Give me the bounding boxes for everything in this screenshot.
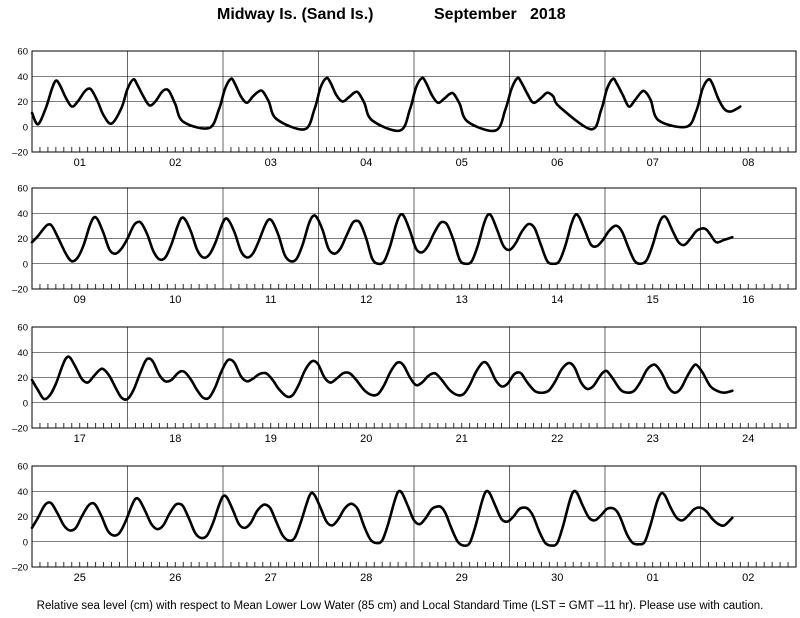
day-label: 14 — [551, 294, 563, 306]
day-label: 02 — [169, 157, 181, 169]
y-tick-label: 60 — [17, 184, 28, 195]
day-label: 10 — [169, 294, 181, 306]
station-title: Midway Is. (Sand Is.) — [217, 6, 374, 23]
day-label: 01 — [647, 572, 659, 584]
y-tick-label: 40 — [17, 209, 28, 220]
y-tick-label: 60 — [17, 47, 28, 58]
day-label: 28 — [360, 572, 372, 584]
day-label: 04 — [360, 157, 372, 169]
day-label: 25 — [74, 572, 86, 584]
day-label: 12 — [360, 294, 372, 306]
tide-series-line — [30, 489, 734, 548]
y-tick-label: 20 — [17, 234, 28, 245]
y-tick-label: 20 — [17, 512, 28, 523]
day-label: 03 — [265, 157, 277, 169]
day-label: 06 — [551, 157, 563, 169]
day-label: 01 — [74, 157, 86, 169]
day-label: 29 — [456, 572, 468, 584]
y-tick-label: 40 — [17, 487, 28, 498]
footer-note: Relative sea level (cm) with respect to … — [36, 600, 764, 612]
day-label: 22 — [551, 433, 563, 445]
tide-series-line — [30, 76, 742, 133]
day-label: 02 — [742, 572, 754, 584]
day-label: 30 — [551, 572, 563, 584]
y-tick-label: –20 — [12, 285, 28, 296]
y-tick-label: 40 — [17, 348, 28, 359]
day-label: 08 — [742, 157, 754, 169]
day-label: 27 — [265, 572, 277, 584]
y-tick-label: 60 — [17, 462, 28, 473]
y-tick-label: 60 — [17, 323, 28, 334]
y-tick-label: –20 — [12, 148, 28, 159]
day-label: 26 — [169, 572, 181, 584]
day-label: 21 — [456, 433, 468, 445]
tide-series-line — [30, 212, 734, 266]
day-label: 13 — [456, 294, 468, 306]
y-tick-label: –20 — [12, 563, 28, 574]
day-label: 16 — [742, 294, 754, 306]
y-tick-label: 0 — [23, 537, 28, 548]
y-tick-label: 0 — [23, 122, 28, 133]
day-label: 20 — [360, 433, 372, 445]
day-label: 05 — [456, 157, 468, 169]
day-label: 09 — [74, 294, 86, 306]
day-label: 18 — [169, 433, 181, 445]
y-tick-label: 0 — [23, 398, 28, 409]
day-label: 23 — [647, 433, 659, 445]
y-tick-label: –20 — [12, 424, 28, 435]
tide-series-line — [30, 355, 734, 401]
day-label: 19 — [265, 433, 277, 445]
day-label: 07 — [647, 157, 659, 169]
y-tick-label: 20 — [17, 373, 28, 384]
y-tick-label: 40 — [17, 72, 28, 83]
y-tick-label: 20 — [17, 97, 28, 108]
day-label: 17 — [74, 433, 86, 445]
period-title: September 2018 — [434, 6, 566, 23]
day-label: 15 — [647, 294, 659, 306]
y-tick-label: 0 — [23, 259, 28, 270]
day-label: 11 — [265, 294, 276, 306]
day-label: 24 — [742, 433, 754, 445]
